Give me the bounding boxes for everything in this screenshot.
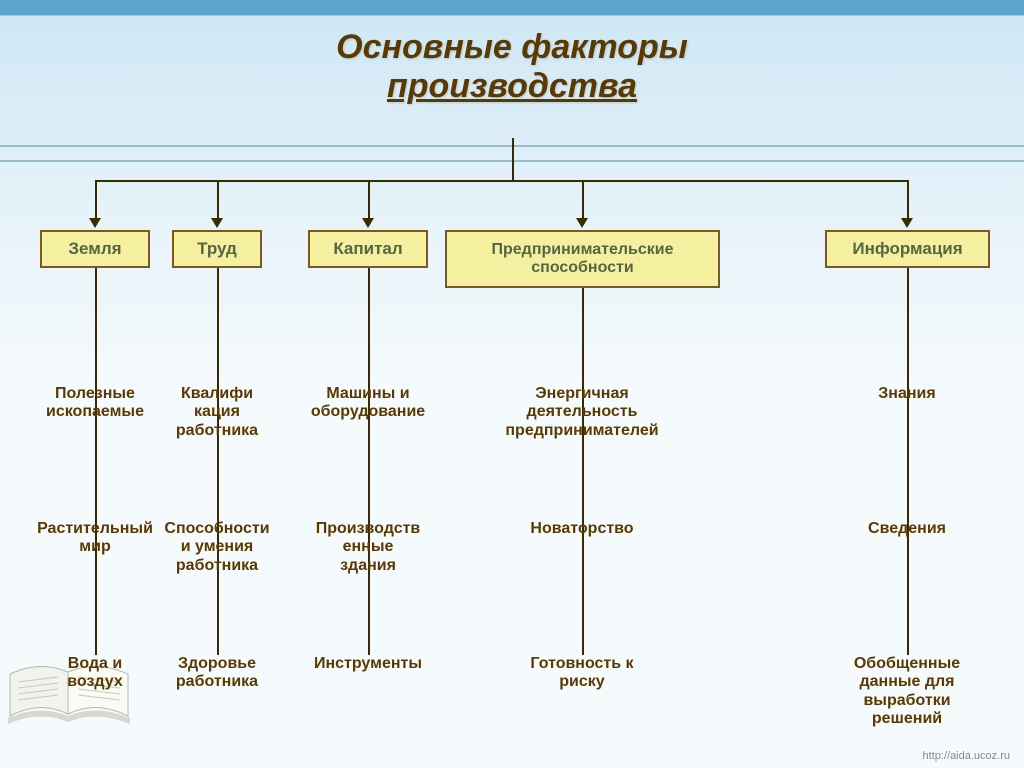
arrow-capital [362, 218, 374, 228]
sub-capital-1: Производственныездания [288, 520, 448, 575]
factor-box-capital: Капитал [308, 230, 428, 268]
arrow-info [901, 218, 913, 228]
sub-labor-0: Квалификацияработника [137, 385, 297, 440]
drop-info [907, 180, 909, 220]
drop-entrep [582, 180, 584, 220]
sub-labor-2: Здоровьеработника [137, 655, 297, 692]
sub-entrep-2: Готовность криску [502, 655, 662, 692]
sub-info-2: Обобщенныеданные длявыработкирешений [827, 655, 987, 729]
drop-land [95, 180, 97, 220]
stem-labor [217, 268, 219, 655]
arrow-labor [211, 218, 223, 228]
title-line2: производства [387, 67, 637, 105]
factor-box-entrep: Предпринимательские способности [445, 230, 720, 288]
sub-capital-0: Машины иоборудование [288, 385, 448, 422]
title-line1: Основные факторы [336, 28, 688, 66]
sub-entrep-1: Новаторство [502, 520, 662, 538]
arrow-entrep [576, 218, 588, 228]
sub-labor-1: Способностии уменияработника [137, 520, 297, 575]
factor-box-labor: Труд [172, 230, 262, 268]
factor-box-land: Земля [40, 230, 150, 268]
stem-info [907, 268, 909, 655]
sub-entrep-0: Энергичнаядеятельностьпредпринимателей [502, 385, 662, 440]
sub-capital-2: Инструменты [288, 655, 448, 673]
slide-title: Основные факторы производства [0, 28, 1024, 106]
factor-box-info: Информация [825, 230, 990, 268]
arrow-land [89, 218, 101, 228]
drop-labor [217, 180, 219, 220]
watermark: http://aida.ucoz.ru [923, 750, 1010, 762]
sub-info-0: Знания [827, 385, 987, 403]
stem-capital [368, 268, 370, 655]
stem-entrep [582, 288, 584, 655]
root-stem [512, 138, 514, 180]
sub-info-1: Сведения [827, 520, 987, 538]
stem-land [95, 268, 97, 655]
drop-capital [368, 180, 370, 220]
